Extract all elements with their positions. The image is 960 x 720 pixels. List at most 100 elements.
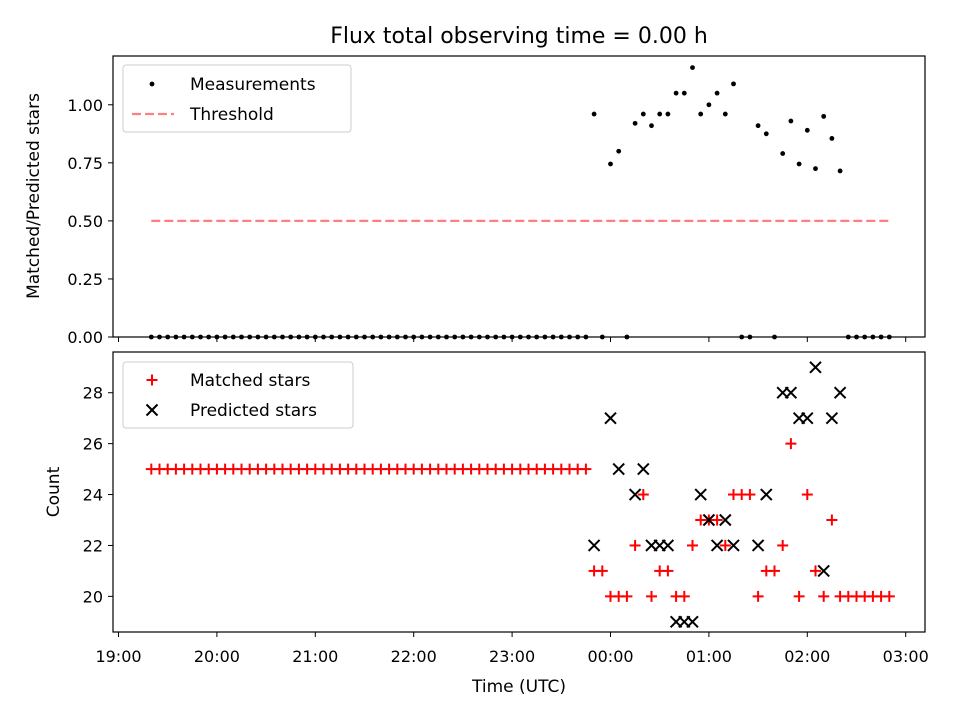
legend-label-threshold: Threshold: [189, 105, 274, 125]
y-tick-label: 1.00: [67, 96, 103, 115]
measurement-point: [690, 65, 695, 71]
matched-star-point: [662, 565, 674, 577]
legend-dot-marker: [149, 81, 155, 87]
y-tick-label: 0.50: [67, 212, 103, 231]
figure-title: Flux total observing time = 0.00 h: [330, 24, 708, 49]
predicted-star-point: [760, 488, 773, 501]
predicted-star-point: [825, 411, 839, 425]
measurement-point: [706, 102, 712, 108]
legend-box: [122, 361, 354, 429]
bottom-panel-marks: [145, 361, 895, 629]
measurement-point: [673, 90, 679, 96]
measurement-point: [813, 166, 818, 172]
matched-star-point: [687, 539, 698, 551]
bottom-legend: Matched stars Predicted stars: [122, 361, 354, 429]
predicted-star-point: [751, 539, 765, 552]
measurement-point: [657, 111, 663, 117]
legend-box: [122, 64, 352, 133]
measurement-point: [616, 148, 622, 154]
legend-label-predicted: Predicted stars: [190, 401, 317, 421]
matched-star-point: [678, 590, 690, 602]
predicted-star-point: [702, 513, 716, 527]
legend-plus-marker: [146, 374, 158, 386]
matched-star-point: [826, 514, 838, 526]
matched-star-point: [801, 489, 813, 501]
predicted-star-point: [587, 539, 601, 552]
matched-star-point: [711, 514, 723, 526]
predicted-star-point: [628, 488, 642, 501]
predicted-star-point: [817, 564, 830, 578]
legend-label-measurements: Measurements: [190, 75, 316, 95]
legend-x-marker: [145, 403, 159, 417]
measurement-point: [821, 113, 827, 119]
predicted-star-point: [784, 386, 798, 399]
measurement-point: [731, 81, 736, 87]
matched-star-point: [785, 438, 797, 450]
x-tick-label: 03:00: [883, 647, 929, 666]
matched-star-point: [637, 489, 649, 501]
measurement-point: [763, 131, 769, 137]
y-tick-label: 0.75: [67, 154, 103, 173]
x-tick-label: 23:00: [489, 647, 535, 666]
x-tick-label: 21:00: [292, 647, 338, 666]
matched-star-point: [810, 565, 821, 577]
matched-star-point: [818, 590, 830, 602]
predicted-star-point: [612, 462, 625, 476]
top-y-axis-label: Matched/Predicted stars: [24, 93, 44, 299]
predicted-star-point: [661, 539, 675, 552]
matched-star-point: [752, 590, 764, 602]
matched-star-point: [777, 539, 789, 551]
bottom-y-axis-label: Count: [44, 466, 64, 517]
measurement-point: [788, 118, 794, 124]
measurement-point: [796, 161, 802, 167]
matched-star-point: [596, 565, 608, 577]
predicted-star-point: [719, 513, 732, 527]
x-tick-label: 00:00: [587, 647, 633, 666]
y-tick-label: 22: [83, 536, 103, 555]
measurement-point: [722, 111, 728, 117]
top-legend: Measurements Threshold: [122, 64, 352, 133]
x-tick-label: 19:00: [95, 647, 141, 666]
top-axes: 0.00 0.25 0.50 0.75 1.00: [67, 96, 907, 347]
matched-star-point: [744, 489, 756, 501]
x-tick-label: 01:00: [686, 647, 732, 666]
bottom-axes: 20 22 24 26 28 19:00 20:00 21:00 22:00 23:00 00:00…: [83, 384, 929, 666]
y-tick-label: 28: [83, 384, 103, 403]
measurement-point: [755, 123, 761, 129]
matched-star-point: [719, 539, 731, 551]
top-plot-frame: [112, 55, 926, 338]
predicted-star-point: [833, 386, 847, 399]
legend-label-matched: Matched stars: [190, 371, 310, 391]
matched-star-point: [580, 463, 592, 475]
matched-star-point: [629, 539, 641, 551]
predicted-star-point: [801, 411, 814, 425]
y-tick-label: 24: [83, 486, 103, 505]
matched-star-point: [621, 590, 633, 602]
predicted-star-point: [809, 361, 822, 374]
predicted-star-point: [710, 539, 724, 552]
y-tick-label: 0.25: [67, 270, 103, 289]
x-tick-label: 02:00: [784, 647, 830, 666]
measurement-point: [649, 123, 654, 129]
y-tick-label: 26: [83, 435, 103, 454]
measurement-point: [837, 168, 843, 174]
bottom-plot-frame: [112, 351, 926, 633]
predicted-star-point: [727, 539, 740, 552]
measurement-point: [591, 111, 597, 117]
measurement-point: [698, 111, 704, 117]
measurement-point: [608, 161, 613, 167]
matched-star-point: [646, 590, 657, 602]
measurement-point: [829, 136, 835, 141]
predicted-star-point: [686, 615, 699, 629]
matched-star-point: [793, 590, 805, 602]
measurement-point: [640, 111, 646, 117]
measurement-point: [632, 120, 638, 126]
predicted-star-point: [637, 462, 650, 476]
measurement-point: [681, 90, 687, 96]
measurement-point: [714, 90, 720, 96]
matched-star-point: [883, 590, 895, 602]
measurement-point: [804, 127, 810, 133]
matched-star-point: [769, 565, 780, 577]
y-tick-label: 0.00: [67, 328, 103, 347]
